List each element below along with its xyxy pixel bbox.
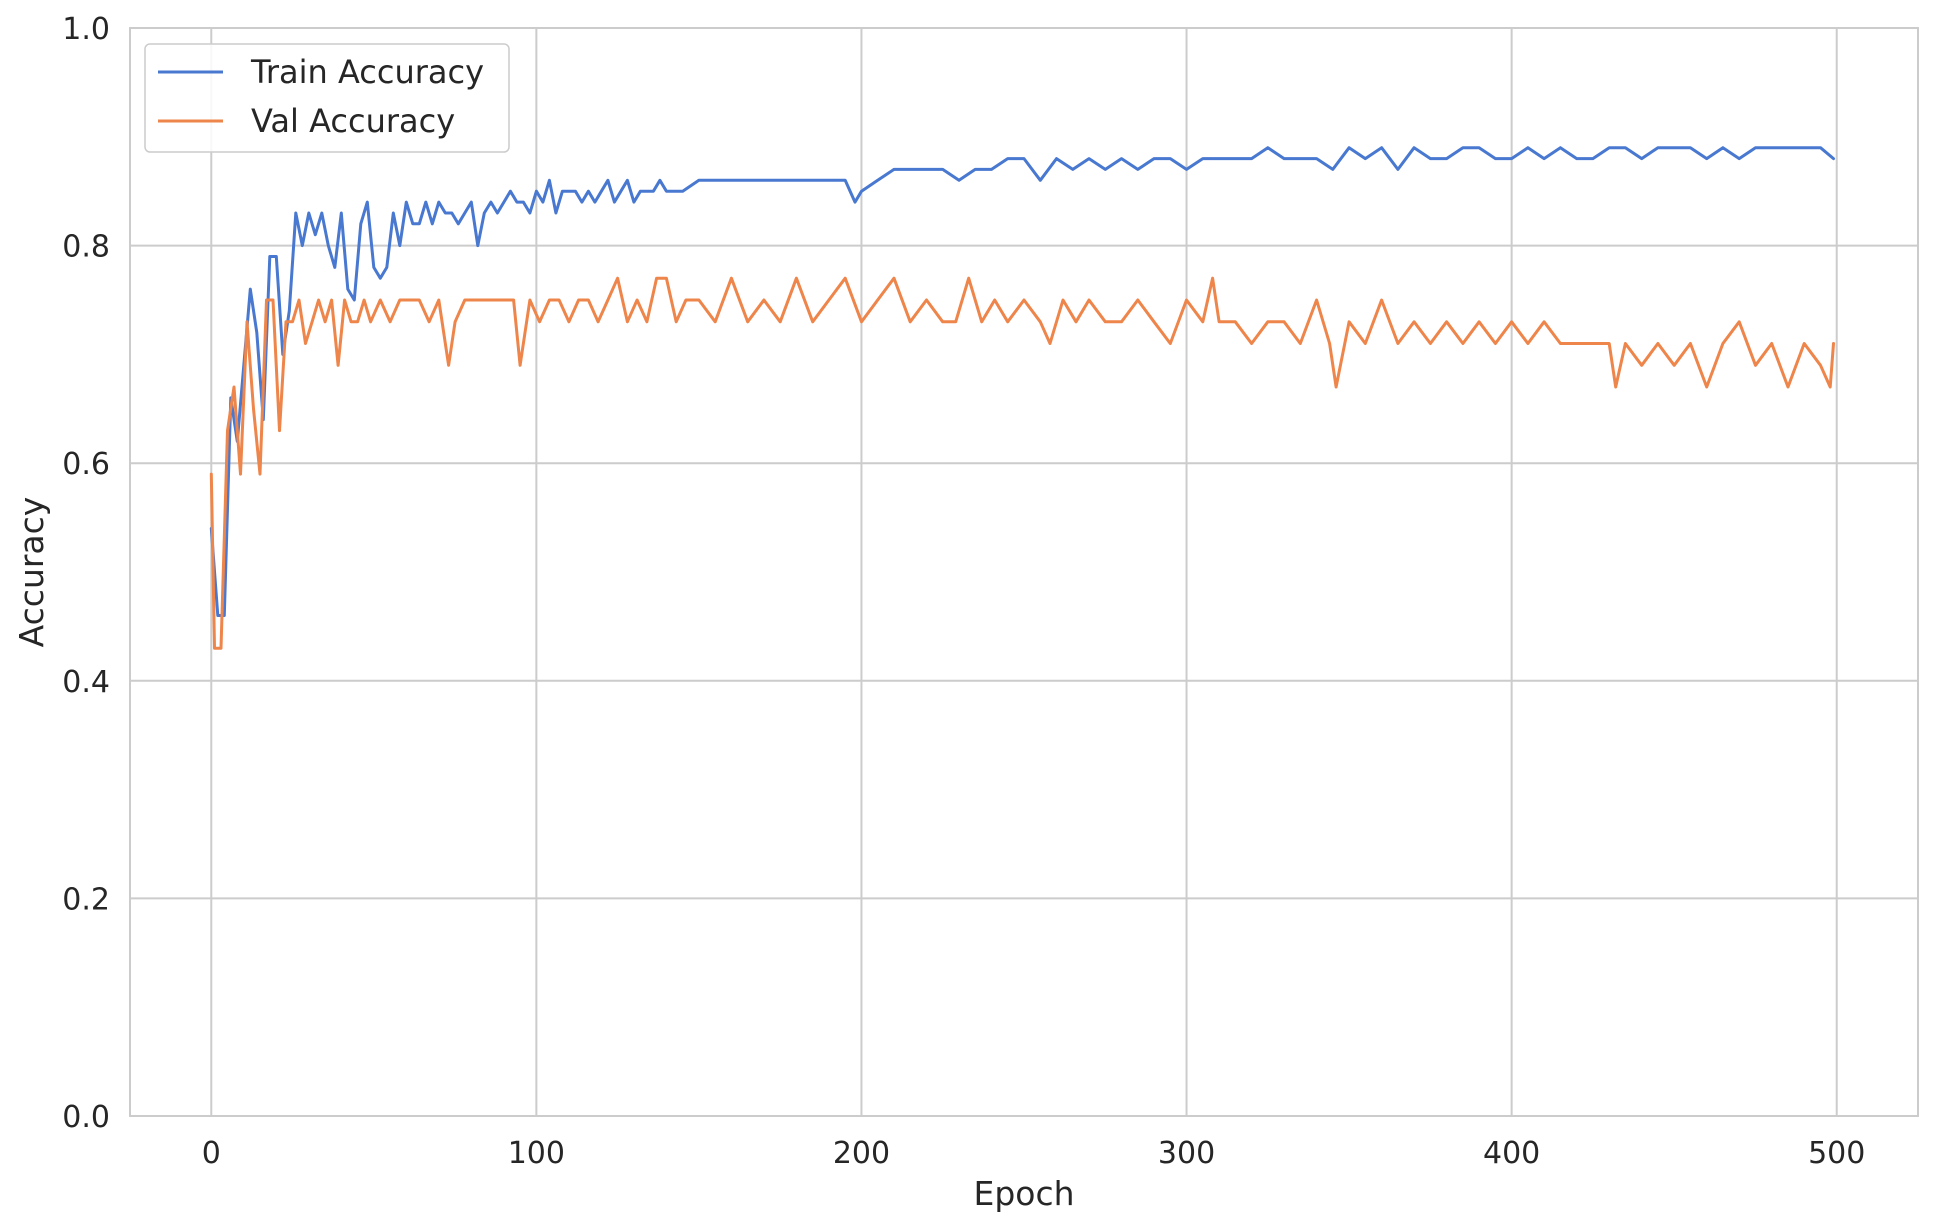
- legend-label-val: Val Accuracy: [251, 102, 455, 140]
- plot-frame: [129, 27, 1919, 1117]
- x-gridlines: [210, 28, 1838, 1116]
- series-layer: [209, 146, 1835, 650]
- x-tick-label: 0: [202, 1136, 221, 1171]
- train-accuracy-line: [209, 146, 1835, 617]
- y-tick-label: 0.6: [62, 447, 110, 482]
- legend-label-train: Train Accuracy: [250, 53, 484, 91]
- x-axis-label: Epoch: [973, 1174, 1074, 1213]
- x-tick-label: 300: [1158, 1136, 1215, 1171]
- y-axis-label: Accuracy: [12, 497, 51, 648]
- legend: Train Accuracy Val Accuracy: [144, 43, 510, 153]
- x-tick-label: 500: [1808, 1136, 1865, 1171]
- x-tick-label: 200: [833, 1136, 890, 1171]
- legend-box: [144, 43, 510, 153]
- x-tick-label: 400: [1483, 1136, 1540, 1171]
- y-tick-label: 0.2: [62, 882, 110, 917]
- y-tick-label: 0.8: [62, 230, 110, 265]
- x-tick-label: 100: [508, 1136, 565, 1171]
- y-tick-label: 0.0: [62, 1100, 110, 1135]
- x-tick-labels: 0 100 200 300 400 500: [202, 1136, 1866, 1171]
- y-tick-label: 0.4: [62, 665, 110, 700]
- plot-background: [130, 28, 1918, 1116]
- val-accuracy-line: [209, 276, 1835, 650]
- y-tick-label: 1.0: [62, 12, 110, 47]
- y-tick-labels: 0.0 0.2 0.4 0.6 0.8 1.0: [62, 12, 110, 1135]
